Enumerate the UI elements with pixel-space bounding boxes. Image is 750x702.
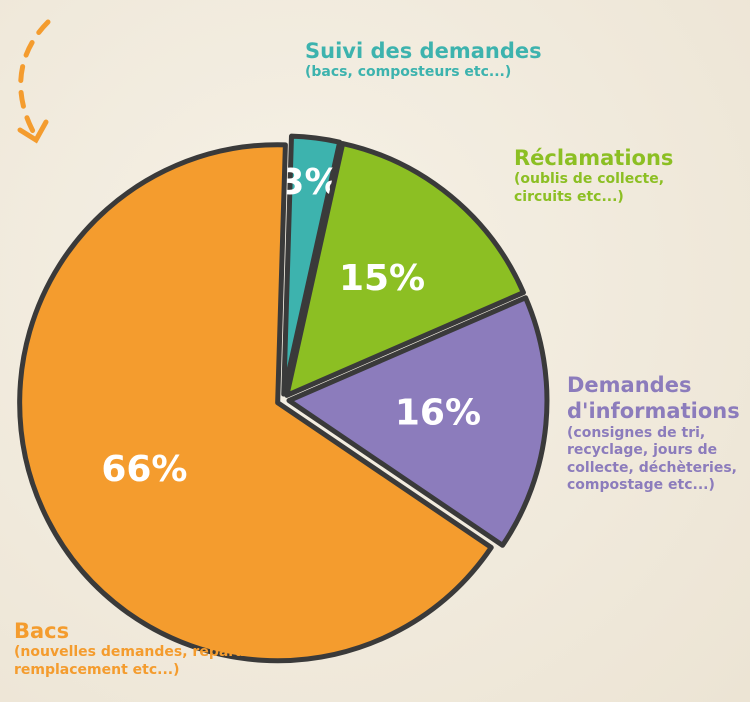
category: Bacs xyxy=(14,619,70,643)
value-label: 15% xyxy=(339,258,425,299)
value-label: 16% xyxy=(395,392,481,433)
label-3: Bacs (nouvelles demandes, réparations, re… xyxy=(14,618,304,679)
pie-slice xyxy=(17,142,494,664)
label-2: Demandes d'informations (consignes de tri… xyxy=(567,372,742,495)
description: (consignes de tri, recyclage, jours de c… xyxy=(567,424,738,494)
label-1: Réclamations (oublis de collecte, circuit… xyxy=(514,145,694,206)
pie-slice xyxy=(281,133,343,397)
decor-arrow xyxy=(18,19,51,138)
pie-slice xyxy=(284,141,526,398)
category: Demandes d'informations xyxy=(567,373,740,424)
description: (oublis de collecte, circuits etc...) xyxy=(514,171,665,205)
pie-slice xyxy=(286,295,550,548)
label-0: Suivi des demandes (bacs, composteurs etc… xyxy=(305,38,605,82)
category: Réclamations xyxy=(514,146,674,170)
description: (nouvelles demandes, réparations, rempla… xyxy=(14,644,290,678)
description: (bacs, composteurs etc...) xyxy=(305,64,512,81)
decor-arrow-head xyxy=(17,119,49,144)
category: Suivi des demandes xyxy=(305,39,542,63)
value-label: 66% xyxy=(101,449,187,490)
